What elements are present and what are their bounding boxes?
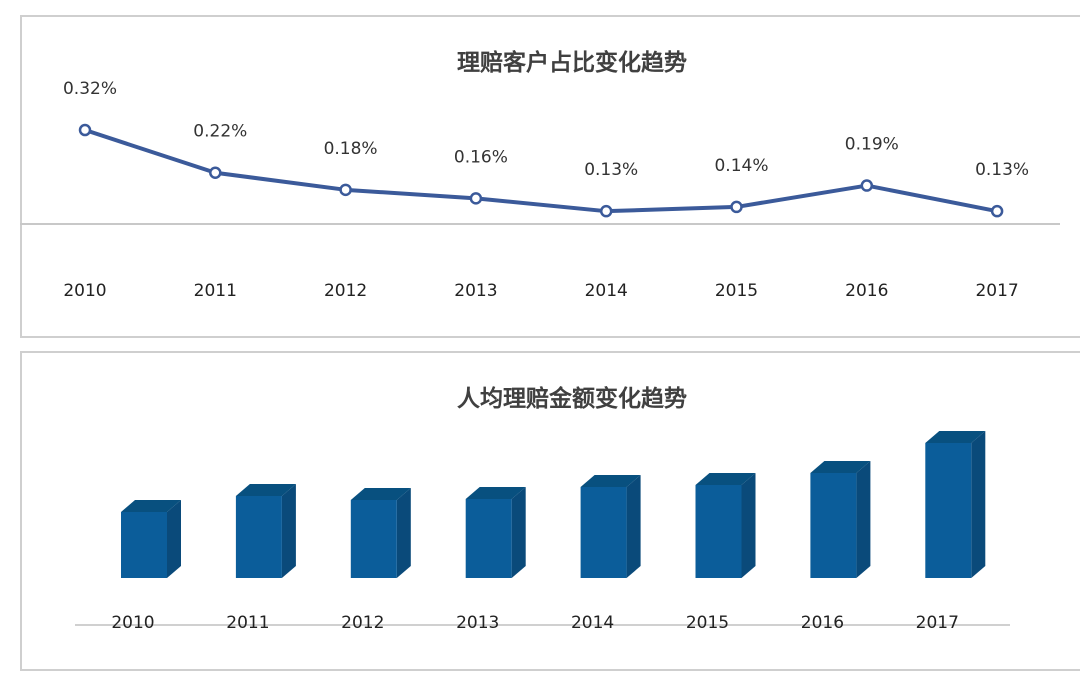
line-series: [84, 128, 998, 214]
bar: [350, 500, 397, 578]
x-tick-label: 2013: [454, 281, 497, 301]
bar-side: [511, 487, 526, 578]
bar: [465, 499, 512, 578]
x-tick-label: 2014: [571, 613, 614, 633]
x-tick-label: 2010: [63, 281, 106, 301]
x-tick-label: 2013: [456, 613, 499, 633]
x-tick-label: 2012: [324, 281, 367, 301]
x-tick-label: 2011: [226, 613, 269, 633]
bar-chart-title: 人均理赔金额变化趋势: [457, 385, 687, 412]
x-tick-label: 2017: [975, 281, 1018, 301]
bar-side: [396, 488, 411, 578]
data-label: 0.19%: [845, 135, 899, 155]
x-tick-label: 2015: [686, 613, 729, 633]
line-chart-title: 理赔客户占比变化趋势: [457, 49, 687, 76]
data-label: 0.32%: [63, 79, 117, 99]
line-point: [860, 179, 874, 192]
bar-top: [121, 500, 181, 512]
bar: [925, 443, 972, 578]
line-point: [339, 183, 352, 197]
data-label: 0.16%: [454, 147, 508, 167]
bar: [121, 512, 167, 578]
data-label: 0.13%: [975, 160, 1029, 180]
bar-top: [810, 461, 871, 473]
x-tick-label: 2016: [845, 281, 888, 301]
bar: [580, 487, 627, 578]
bar-chart-panel: [20, 351, 1080, 671]
line-chart-panel: [20, 15, 1080, 338]
bar: [810, 473, 857, 578]
bar-side: [626, 475, 641, 578]
bar-top: [350, 488, 411, 500]
x-tick-label: 2010: [111, 613, 154, 633]
bar-top: [580, 475, 641, 487]
bar-side: [971, 431, 986, 578]
bar-side: [281, 484, 296, 578]
bar-side: [741, 473, 756, 578]
data-label: 0.13%: [584, 160, 638, 180]
bar-top: [465, 487, 526, 499]
x-tick-label: 2012: [341, 613, 384, 633]
bar-top: [695, 473, 756, 485]
line-point: [730, 200, 743, 214]
data-label: 0.22%: [193, 122, 247, 142]
x-tick-label: 2017: [916, 613, 959, 633]
bar-top: [235, 484, 296, 496]
bar-top: [925, 431, 986, 443]
bar: [235, 496, 282, 578]
x-tick-label: 2015: [715, 281, 758, 301]
data-label: 0.14%: [714, 156, 768, 176]
bar-side: [167, 500, 181, 578]
bar: [695, 485, 742, 578]
line-point: [209, 166, 222, 179]
line-point: [990, 204, 1004, 218]
data-label: 0.18%: [324, 139, 378, 159]
x-tick-label: 2014: [585, 281, 628, 301]
x-tick-label: 2016: [801, 613, 844, 633]
x-tick-label: 2011: [194, 281, 237, 301]
line-point: [78, 123, 92, 137]
line-point: [599, 204, 613, 218]
line-point: [469, 192, 483, 205]
bar-side: [856, 461, 871, 578]
